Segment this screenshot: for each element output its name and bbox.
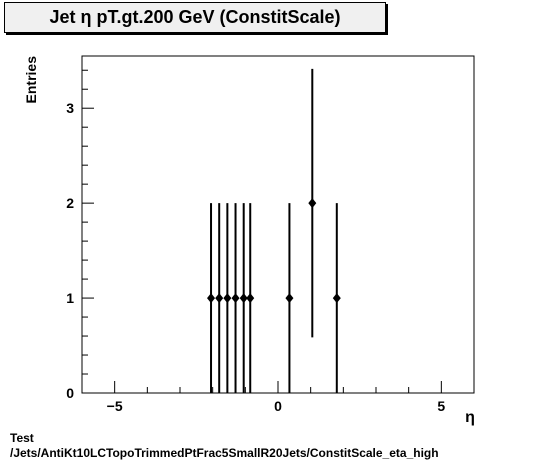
plot-frame [81,55,475,394]
x-tick-label: −5 [107,398,123,414]
data-point [332,293,341,304]
data-point [239,293,248,304]
y-tick-label: 3 [66,100,74,116]
data-point [207,293,216,304]
y-tick-label: 0 [66,385,74,401]
data-point [223,293,232,304]
data-point [246,293,255,304]
data-point [285,293,294,304]
data-point [231,293,240,304]
y-tick-label: 2 [66,195,74,211]
footer-path-label: /Jets/AntiKt10LCTopoTrimmedPtFrac5SmallR… [10,446,439,460]
x-tick-label: 5 [437,398,445,414]
footer-test-label: Test [10,431,34,445]
y-tick-label: 1 [66,290,74,306]
data-marks [207,68,341,393]
axis-ticks [81,69,475,394]
data-point [308,198,317,209]
x-axis-label: η [465,409,475,426]
y-axis-label: Entries [23,56,39,104]
chart-title: Jet η pT.gt.200 GeV (ConstitScale) [4,2,386,33]
data-point [215,293,224,304]
axis-labels: −5 0 5 0 1 2 3 [66,100,445,414]
x-tick-label: 0 [274,398,282,414]
